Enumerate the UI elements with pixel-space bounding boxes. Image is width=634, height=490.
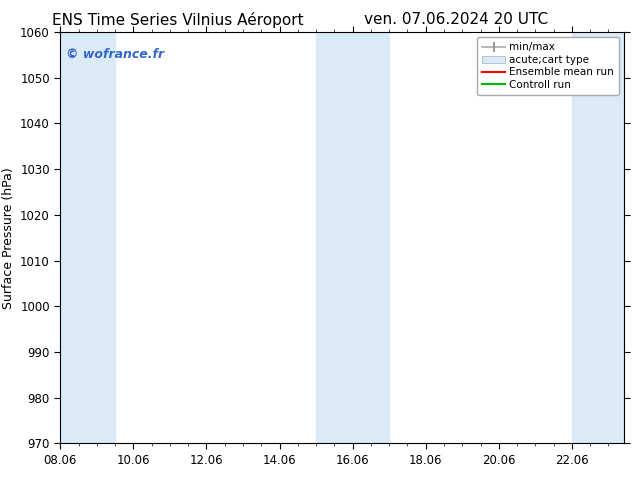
Y-axis label: Surface Pressure (hPa): Surface Pressure (hPa) (1, 167, 15, 309)
Legend: min/max, acute;cart type, Ensemble mean run, Controll run: min/max, acute;cart type, Ensemble mean … (477, 37, 619, 95)
Bar (60, 32, 115, 443)
Text: © wofrance.fr: © wofrance.fr (66, 49, 164, 61)
Bar (316, 32, 389, 443)
Text: ENS Time Series Vilnius Aéroport: ENS Time Series Vilnius Aéroport (52, 12, 303, 28)
Text: ven. 07.06.2024 20 UTC: ven. 07.06.2024 20 UTC (365, 12, 548, 27)
Bar (572, 32, 624, 443)
